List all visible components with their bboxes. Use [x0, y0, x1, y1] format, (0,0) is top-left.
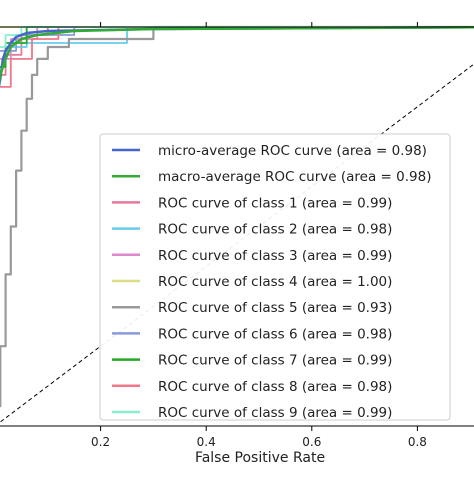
legend-label: ROC curve of class 1 (area = 0.99) — [158, 195, 392, 211]
legend-label: ROC curve of class 8 (area = 0.98) — [158, 379, 392, 395]
legend: micro-average ROC curve (area = 0.98) mac… — [99, 133, 451, 421]
legend-label: ROC curve of class 3 (area = 0.99) — [158, 248, 392, 264]
roc-series-2 — [0, 26, 474, 85]
legend-label: macro-average ROC curve (area = 0.98) — [158, 169, 431, 185]
x-axis-label: False Positive Rate — [195, 450, 325, 466]
x-tick-label: 0.4 — [197, 435, 216, 449]
legend-label: ROC curve of class 4 (area = 1.00) — [158, 274, 392, 290]
axes-layer: 0.2 0.4 0.6 0.8 — [0, 22, 474, 449]
legend-label: ROC curve of class 2 (area = 0.98) — [158, 222, 392, 238]
roc-series-3 — [0, 26, 474, 76]
legend-box — [99, 133, 451, 421]
legend-label: ROC curve of class 9 (area = 0.99) — [158, 405, 392, 421]
roc-series-4 — [0, 26, 474, 68]
legend-label: ROC curve of class 5 (area = 0.93) — [158, 300, 392, 316]
x-tick-label: 0.2 — [91, 435, 110, 449]
x-tick-label: 0.8 — [408, 435, 427, 449]
x-tick-label: 0.6 — [302, 435, 321, 449]
roc-series-1 — [0, 26, 474, 88]
roc-series-7 — [0, 25, 474, 408]
legend-label: ROC curve of class 7 (area = 0.99) — [158, 353, 392, 369]
legend-label: ROC curve of class 6 (area = 0.98) — [158, 326, 392, 342]
legend-label: micro-average ROC curve (area = 0.98) — [158, 143, 427, 159]
